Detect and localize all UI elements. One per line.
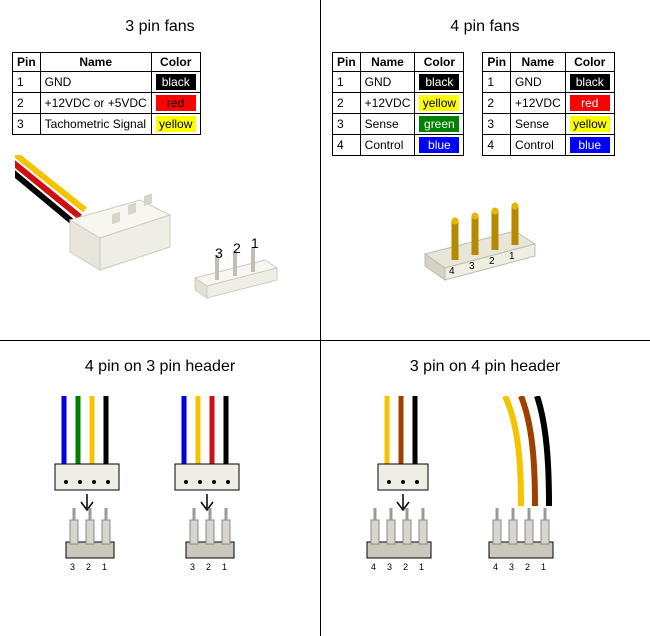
- table-row: 1GNDblack: [333, 72, 464, 93]
- svg-text:3: 3: [215, 245, 223, 261]
- table-row: 3Sensegreen: [333, 114, 464, 135]
- col-pin: Pin: [13, 53, 41, 72]
- header-4pin-svg: 4 3 2 1: [332, 176, 638, 296]
- svg-text:1: 1: [509, 251, 515, 262]
- svg-text:1: 1: [541, 562, 546, 572]
- combo-3on4: 4 3 2 1: [367, 396, 431, 572]
- table-row: 3Tachometric Signalyellow: [13, 114, 201, 135]
- svg-text:2: 2: [233, 240, 241, 256]
- panel-3on4: 3 pin on 4 pin header: [320, 340, 650, 636]
- panel-4pin: 4 pin fans Pin Name Color 1GNDblack2+12V…: [320, 0, 650, 340]
- svg-text:2: 2: [525, 562, 530, 572]
- col-name: Name: [40, 53, 151, 72]
- svg-text:2: 2: [403, 562, 408, 572]
- panel-4on3: 4 pin on 3 pin header: [0, 340, 320, 636]
- table-row: 1GNDblack: [13, 72, 201, 93]
- table-row: 3Senseyellow: [483, 114, 614, 135]
- svg-3on4: 4 3 2 1: [332, 396, 638, 596]
- connector-3pin-svg: 1 2 3: [12, 155, 308, 315]
- svg-text:3: 3: [469, 261, 475, 272]
- table-row: 1GNDblack: [483, 72, 614, 93]
- table-row: 4Controlblue: [333, 135, 464, 156]
- svg-text:1: 1: [222, 562, 227, 572]
- svg-text:2: 2: [86, 562, 91, 572]
- main-grid: 3 pin fans Pin Name Color 1GNDblack2+12V…: [0, 0, 650, 636]
- svg-text:2: 2: [489, 256, 495, 267]
- svg-text:3: 3: [70, 562, 75, 572]
- svg-text:2: 2: [206, 562, 211, 572]
- svg-text:4: 4: [371, 562, 376, 572]
- panel-4on3-title: 4 pin on 3 pin header: [12, 358, 308, 376]
- svg-text:1: 1: [419, 562, 424, 572]
- table-row: 4Controlblue: [483, 135, 614, 156]
- panel-3on4-title: 3 pin on 4 pin header: [332, 358, 638, 376]
- table-3pin-body: 1GNDblack2+12VDC or +5VDCred3Tachometric…: [13, 72, 201, 135]
- col-color: Color: [151, 53, 200, 72]
- wires-3pin: [15, 155, 85, 224]
- combo-b: 3 2 1: [175, 396, 239, 572]
- panel-3pin-title: 3 pin fans: [12, 18, 308, 36]
- svg-text:1: 1: [251, 235, 259, 251]
- svg-text:3: 3: [387, 562, 392, 572]
- svg-text:3: 3: [190, 562, 195, 572]
- table-row: 2+12VDCyellow: [333, 93, 464, 114]
- table-4pin-b: Pin Name Color 1GNDblack2+12VDCred3Sense…: [482, 52, 614, 156]
- svg-text:4: 4: [449, 266, 455, 277]
- panel-3pin: 3 pin fans Pin Name Color 1GNDblack2+12V…: [0, 0, 320, 340]
- svg-text:3: 3: [509, 562, 514, 572]
- combo-3on4-alt: 4 3 2 1: [489, 396, 553, 572]
- combo-a: 3 2 1: [55, 396, 119, 572]
- svg-4on3: 3 2 1: [12, 396, 308, 596]
- table-3pin: Pin Name Color 1GNDblack2+12VDC or +5VDC…: [12, 52, 201, 135]
- table-4pin-a: Pin Name Color 1GNDblack2+12VDCyellow3Se…: [332, 52, 464, 156]
- female-plug: [70, 193, 170, 270]
- table-row: 2+12VDCred: [483, 93, 614, 114]
- svg-text:4: 4: [493, 562, 498, 572]
- panel-4pin-title: 4 pin fans: [332, 18, 638, 36]
- svg-text:1: 1: [102, 562, 107, 572]
- table-row: 2+12VDC or +5VDCred: [13, 93, 201, 114]
